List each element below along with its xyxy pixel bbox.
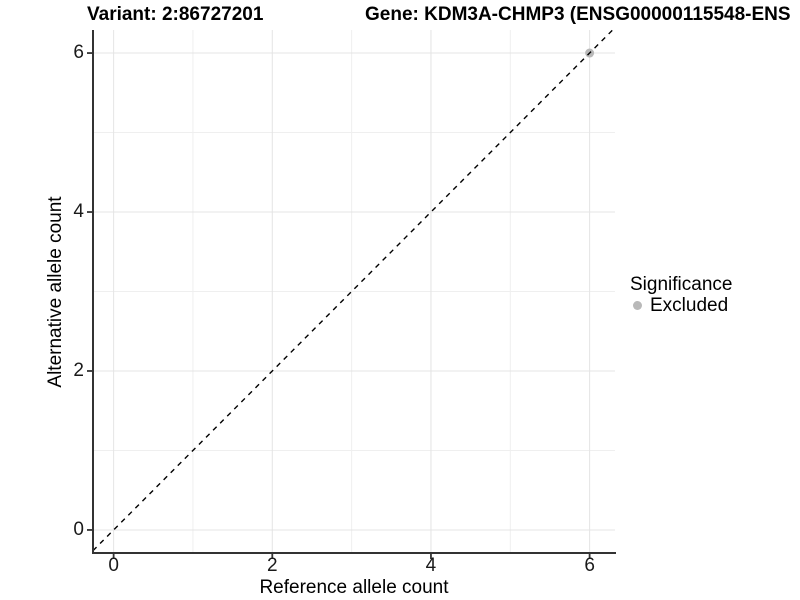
x-tick-label: 2 — [266, 555, 278, 576]
gene-title: Gene: KDM3A-CHMP3 (ENSG00000115548-ENS — [365, 4, 791, 25]
legend-item-excluded: Excluded — [630, 295, 732, 316]
x-axis-title: Reference allele count — [259, 577, 449, 598]
x-tick-label: 0 — [108, 555, 119, 576]
variant-title: Variant: 2:86727201 — [87, 4, 264, 25]
identity-line — [92, 29, 614, 552]
x-tick-label: 4 — [425, 555, 437, 576]
y-tick-label: 6 — [73, 42, 84, 64]
x-tick-label: 6 — [584, 555, 595, 576]
legend-item-label: Excluded — [650, 295, 729, 316]
y-tick-label: 0 — [73, 518, 84, 540]
legend-title: Significance — [630, 274, 733, 295]
y-axis-title: Alternative allele count — [45, 196, 66, 388]
y-tick-label: 4 — [73, 201, 84, 223]
legend: Significance Excluded — [630, 274, 732, 316]
y-tick-label: 2 — [73, 359, 84, 381]
excluded-point-icon — [633, 301, 642, 310]
